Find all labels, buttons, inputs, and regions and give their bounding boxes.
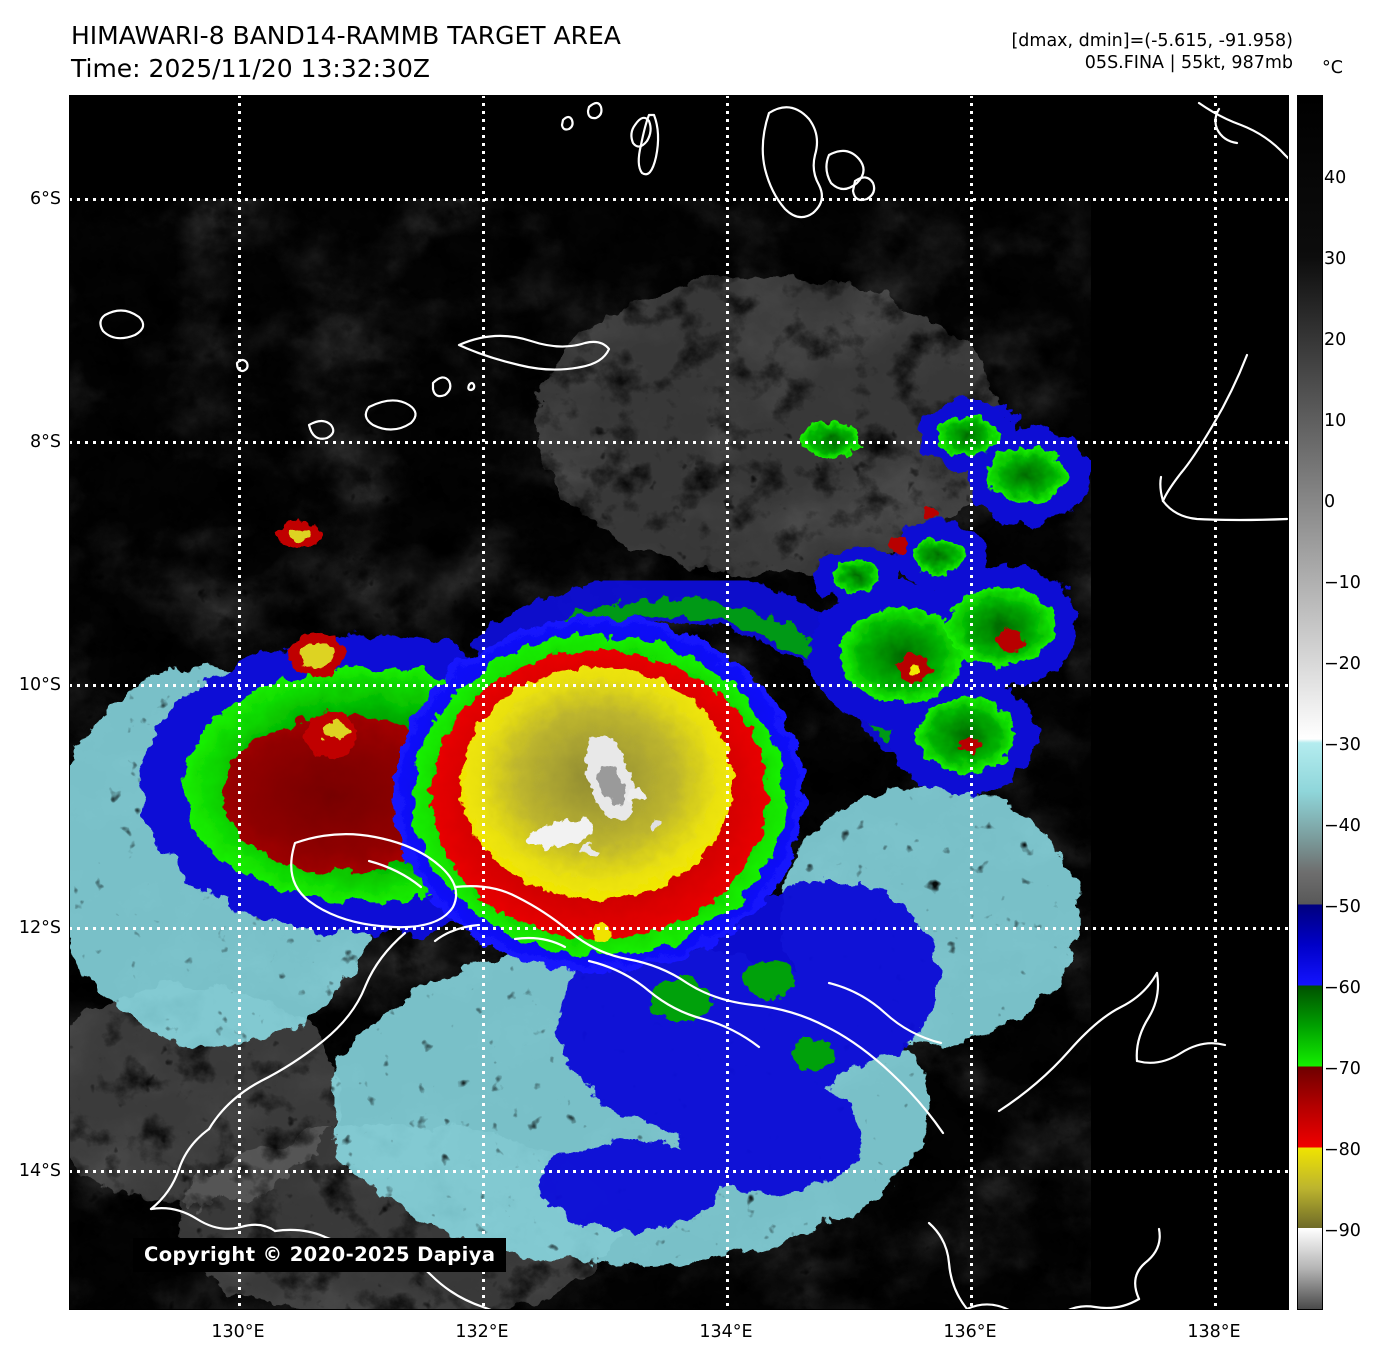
colorbar-tick-m50: −50 bbox=[1324, 897, 1361, 917]
colorbar-tick-m80: −80 bbox=[1324, 1140, 1361, 1160]
colorbar-tick-m70: −70 bbox=[1324, 1059, 1361, 1079]
colorbar-gradient bbox=[1298, 96, 1322, 1309]
y-tick-label-8s: 8°S bbox=[30, 432, 61, 452]
colorbar-tick-30: 30 bbox=[1324, 249, 1347, 269]
y-tick-label-12s: 12°S bbox=[18, 918, 61, 938]
copyright-watermark: Copyright © 2020-2025 Dapiya bbox=[133, 1238, 507, 1272]
gridline-lat-14s bbox=[69, 1170, 1289, 1173]
timestamp-label: Time: 2025/11/20 13:32:30Z bbox=[71, 53, 430, 83]
colorbar-unit-label: °C bbox=[1322, 58, 1343, 78]
gridline-lat-10s bbox=[69, 684, 1289, 687]
metadata-block: [dmax, dmin]=(-5.615, -91.958) 05S.FINA … bbox=[1011, 30, 1293, 75]
x-tick-label-138e: 138°E bbox=[1187, 1322, 1241, 1342]
x-tick-label-132e: 132°E bbox=[455, 1322, 509, 1342]
satellite-ir-imagery bbox=[69, 95, 1289, 1310]
page-title: HIMAWARI-8 BAND14-RAMMB TARGET AREA bbox=[71, 21, 621, 50]
gridline-lon-136 bbox=[970, 95, 973, 1310]
y-tick-label-10s: 10°S bbox=[18, 675, 61, 695]
gridline-lat-8s bbox=[69, 441, 1289, 444]
storm-info-label: 05S.FINA | 55kt, 987mb bbox=[1084, 53, 1293, 74]
x-tick-label-130e: 130°E bbox=[211, 1322, 265, 1342]
y-tick-label-14s: 14°S bbox=[18, 1161, 61, 1181]
satellite-image-plot[interactable]: Copyright © 2020-2025 Dapiya bbox=[69, 95, 1289, 1310]
colorbar-tick-10: 10 bbox=[1324, 411, 1347, 431]
colorbar-tick-m20: −20 bbox=[1324, 654, 1361, 674]
colorbar-tick-m10: −10 bbox=[1324, 573, 1361, 593]
temperature-colorbar[interactable] bbox=[1297, 95, 1323, 1310]
colorbar-tick-0: 0 bbox=[1324, 492, 1336, 512]
gridline-lon-134 bbox=[726, 95, 729, 1310]
x-tick-label-134e: 134°E bbox=[699, 1322, 753, 1342]
title-block: HIMAWARI-8 BAND14-RAMMB TARGET AREA Time… bbox=[71, 20, 621, 85]
gridline-lon-138 bbox=[1214, 95, 1217, 1310]
gridline-lat-6s bbox=[69, 198, 1289, 201]
colorbar-tick-40: 40 bbox=[1324, 168, 1347, 188]
colorbar-tick-m30: −30 bbox=[1324, 735, 1361, 755]
gridline-lon-132 bbox=[482, 95, 485, 1310]
x-tick-label-136e: 136°E bbox=[943, 1322, 997, 1342]
y-tick-label-6s: 6°S bbox=[30, 189, 61, 209]
colorbar-tick-m90: −90 bbox=[1324, 1221, 1361, 1241]
dmax-dmin-label: [dmax, dmin]=(-5.615, -91.958) bbox=[1011, 31, 1293, 51]
colorbar-tick-m40: −40 bbox=[1324, 816, 1361, 836]
colorbar-tick-20: 20 bbox=[1324, 330, 1347, 350]
gridline-lon-130 bbox=[238, 95, 241, 1310]
gridline-lat-12s bbox=[69, 927, 1289, 930]
colorbar-tick-m60: −60 bbox=[1324, 978, 1361, 998]
